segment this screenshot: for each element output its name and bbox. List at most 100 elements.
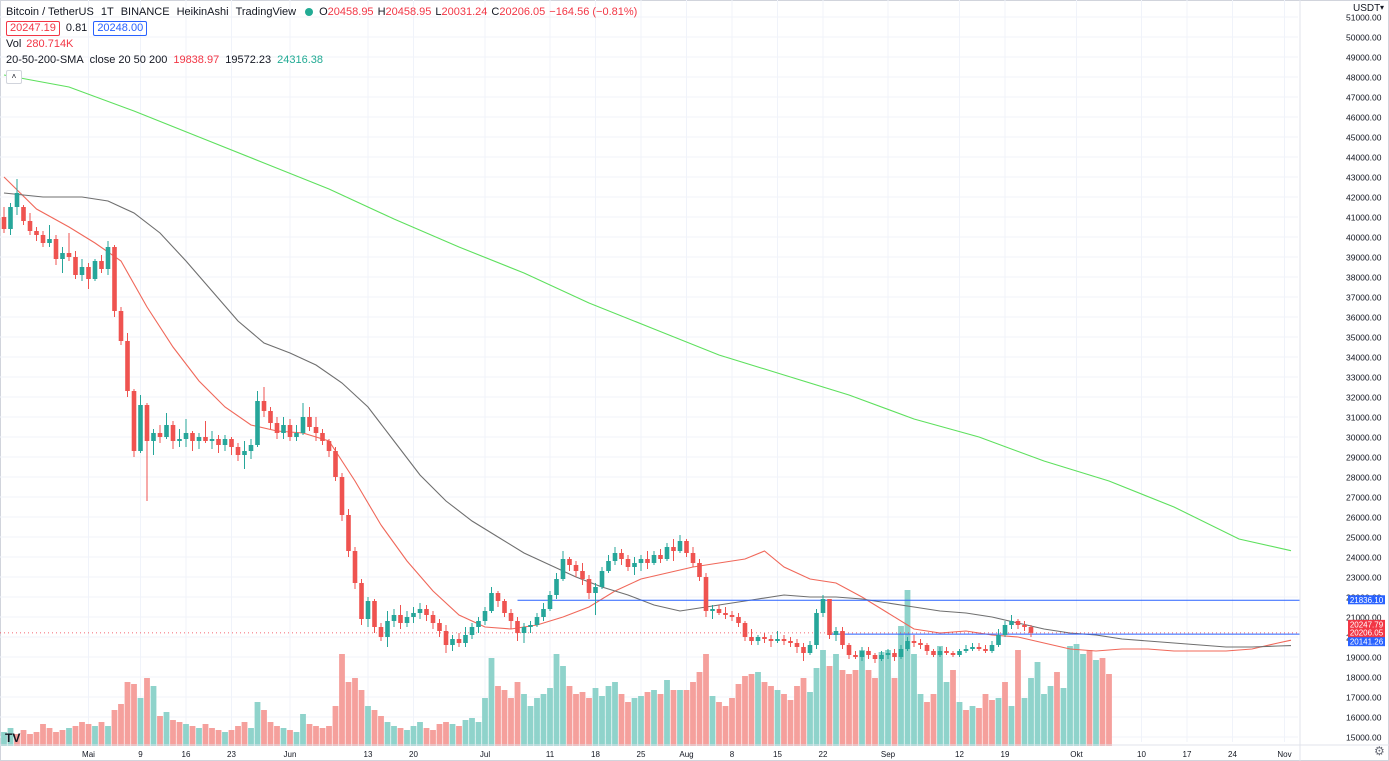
candle: [99, 261, 104, 269]
candle: [352, 551, 358, 583]
candle: [112, 247, 117, 311]
collapse-legend-icon[interactable]: ˄: [6, 70, 22, 84]
price-tag[interactable]: [1348, 619, 1385, 629]
tradingview-logo-icon[interactable]: TV: [5, 731, 21, 745]
candle: [469, 627, 475, 635]
volume-bar: [475, 722, 482, 746]
time-axis-label: 10: [1137, 750, 1146, 759]
candle: [970, 647, 975, 649]
candle: [8, 207, 13, 229]
candle: [729, 615, 735, 617]
volume-bar: [664, 680, 670, 746]
buy-price-button[interactable]: 20248.00: [93, 20, 148, 36]
candle: [242, 451, 247, 455]
candle: [456, 639, 462, 643]
volume-bar: [404, 730, 410, 746]
candle: [326, 441, 332, 451]
candle: [450, 639, 455, 645]
candle: [788, 641, 793, 643]
volume-bar: [826, 666, 833, 746]
price-axis-label: 24000.00: [1346, 553, 1382, 563]
price-tag-label: 20206.05: [1350, 628, 1384, 637]
time-axis-label: 13: [364, 750, 373, 759]
candle: [931, 651, 936, 655]
candle: [528, 625, 533, 627]
volume-bar: [326, 726, 332, 746]
candle: [749, 637, 754, 641]
candle: [261, 401, 267, 411]
candle: [820, 599, 826, 613]
volume-bar: [1073, 644, 1080, 746]
price-axis-label: 25000.00: [1346, 533, 1382, 543]
volume-bar: [20, 730, 27, 746]
candle: [658, 555, 663, 559]
time-axis-label: 8: [730, 750, 735, 759]
candle: [879, 655, 884, 659]
time-axis-label: 19: [1001, 750, 1010, 759]
volume-bar: [137, 698, 144, 746]
price-tag[interactable]: [1348, 627, 1385, 637]
interval-label[interactable]: 1T: [100, 6, 114, 18]
volume-bar: [33, 732, 40, 746]
candle: [950, 653, 956, 655]
volume-value: 280.714K: [26, 38, 74, 50]
symbol-name[interactable]: Bitcoin / TetherUS: [6, 6, 94, 18]
volume-bar: [469, 718, 475, 746]
candle: [222, 439, 228, 445]
volume-bar: [215, 730, 222, 746]
time-axis-label: Okt: [1070, 750, 1083, 759]
time-axis-label: 12: [955, 750, 964, 759]
volume-bar: [508, 698, 514, 746]
candle: [183, 433, 189, 439]
volume-bar: [449, 724, 456, 746]
sell-price-button[interactable]: 20247.19: [6, 20, 60, 36]
candle: [651, 555, 657, 563]
volume-bar: [924, 702, 930, 746]
price-axis-label: 28000.00: [1346, 473, 1382, 483]
volume-bar: [677, 690, 683, 746]
sma-row[interactable]: 20-50-200-SMA close 20 50 200 19838.97 1…: [6, 52, 641, 68]
candle: [866, 651, 871, 655]
volume-bar: [98, 722, 105, 746]
symbol-row: Bitcoin / TetherUS 1T BINANCE HeikinAshi…: [6, 4, 641, 20]
time-axis-label: 17: [1183, 750, 1192, 759]
candle: [443, 631, 449, 645]
high-key: H: [377, 6, 386, 18]
volume-bar: [540, 694, 547, 746]
price-tag[interactable]: [1348, 637, 1385, 647]
price-axis-label: 44000.00: [1346, 153, 1382, 163]
candle: [378, 627, 384, 637]
candle: [521, 627, 527, 633]
candle: [723, 613, 728, 615]
candle: [625, 559, 631, 567]
currency-selector[interactable]: USDT: [1353, 3, 1381, 14]
volume-bar: [1021, 698, 1028, 746]
sma50-value: 19572.23: [225, 54, 272, 66]
volume-bar: [202, 724, 209, 746]
volume-bar: [196, 728, 202, 746]
volume-row[interactable]: Vol 280.714K: [6, 36, 641, 52]
candle: [437, 623, 442, 631]
volume-bar: [423, 728, 430, 746]
gear-icon[interactable]: ⚙: [1374, 744, 1385, 758]
chevron-down-icon[interactable]: ▾: [1380, 3, 1385, 12]
candle: [918, 643, 923, 645]
close-key: C: [491, 6, 500, 18]
volume-bar: [982, 694, 989, 746]
volume-bar: [170, 720, 176, 746]
volume-bar: [566, 686, 573, 746]
candle: [268, 411, 273, 423]
price-axis-label: 21000.00: [1346, 613, 1382, 623]
volume-bar: [995, 698, 1002, 746]
candle: [411, 613, 416, 617]
candle: [976, 647, 982, 649]
volume-bar: [144, 678, 150, 746]
candle: [463, 635, 468, 643]
candle: [645, 559, 650, 563]
price-tag[interactable]: [1348, 595, 1385, 605]
candle: [79, 267, 85, 275]
volume-bar: [124, 682, 131, 746]
volume-bar: [118, 704, 124, 746]
volume-bar: [228, 730, 235, 746]
